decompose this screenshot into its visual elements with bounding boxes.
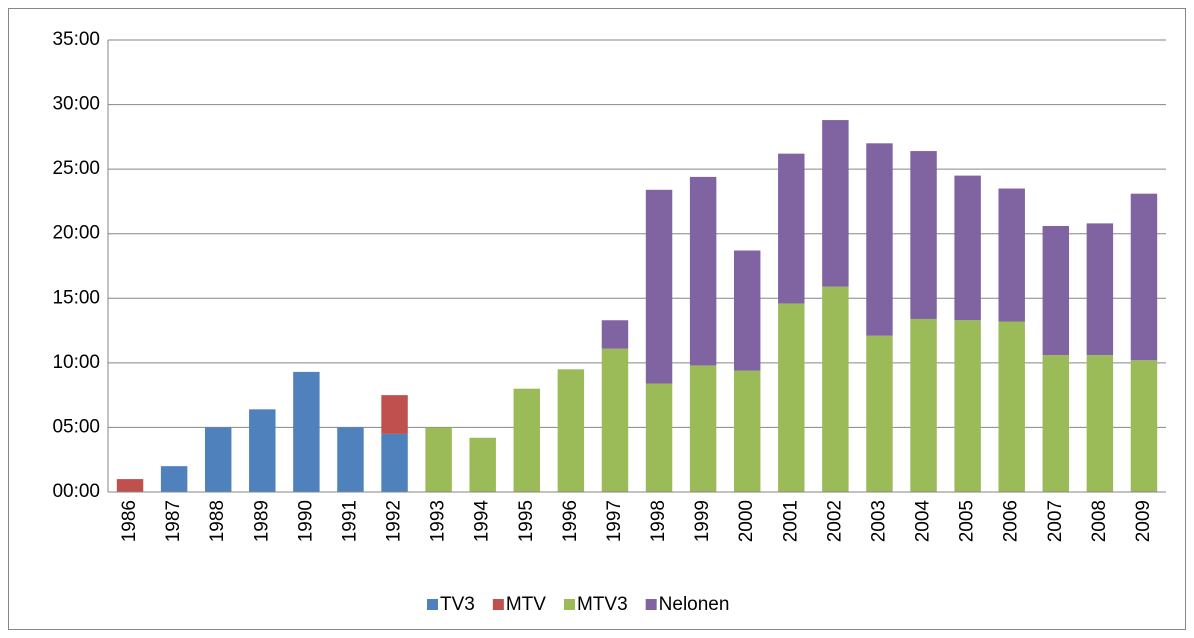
- x-tick-label: 2000: [736, 500, 757, 542]
- bar-segment: [910, 151, 937, 319]
- legend-swatch: [563, 599, 575, 610]
- bar-segment: [954, 175, 981, 321]
- x-tick-label: 1988: [207, 500, 228, 542]
- x-tick-label: 2009: [1133, 500, 1154, 542]
- bar-segment: [1130, 360, 1158, 492]
- x-tick-label: 1998: [648, 500, 669, 542]
- chart-border: [8, 8, 1186, 630]
- legend-label: Nelonen: [659, 594, 730, 615]
- bar-segment: [601, 320, 629, 349]
- x-tick-label: 1999: [692, 500, 713, 542]
- y-tick-label: 15:00: [52, 287, 100, 308]
- bar-segment: [557, 369, 585, 492]
- bar-segment: [778, 303, 805, 492]
- bar-segment: [1042, 225, 1070, 356]
- x-tick-label: 1993: [428, 500, 449, 542]
- x-tick-label: 2007: [1045, 500, 1066, 542]
- bar-segment: [116, 479, 144, 492]
- bar-segment: [998, 321, 1025, 492]
- bar-segment: [866, 335, 893, 492]
- bar-segment: [689, 176, 717, 366]
- y-tick-label: 05:00: [52, 416, 100, 437]
- x-tick-label: 1987: [163, 500, 184, 542]
- legend-label: MTV3: [577, 594, 628, 615]
- bar-segment: [1130, 193, 1158, 361]
- bar-segment: [645, 189, 673, 384]
- bar-segment: [733, 250, 761, 371]
- y-tick-label: 00:00: [52, 481, 100, 502]
- bar-segment: [954, 320, 981, 492]
- bar-segment: [513, 388, 541, 492]
- legend-swatch: [645, 599, 657, 610]
- bar-segment: [1086, 223, 1114, 356]
- y-tick-label: 30:00: [52, 94, 100, 115]
- y-tick-label: 20:00: [52, 223, 100, 244]
- x-tick-label: 2003: [868, 500, 889, 542]
- bar-segment: [733, 370, 761, 492]
- legend-swatch: [492, 599, 504, 610]
- x-tick-label: 1995: [516, 500, 537, 542]
- y-tick-label: 35:00: [52, 29, 100, 50]
- bar-segment: [689, 365, 717, 492]
- y-tick-label: 10:00: [52, 352, 100, 373]
- x-tick-label: 2001: [780, 500, 801, 542]
- bar-segment: [822, 286, 849, 492]
- bar-segment: [337, 427, 364, 492]
- bar-segment: [998, 188, 1025, 322]
- bar-segment: [204, 427, 232, 492]
- x-tick-label: 1990: [295, 500, 316, 542]
- bar-segment: [469, 437, 496, 492]
- x-tick-label: 2002: [824, 500, 845, 542]
- bar-segment: [160, 466, 188, 492]
- bar-segment: [910, 318, 937, 492]
- bar-segment: [1086, 355, 1114, 492]
- bar-segment: [249, 409, 276, 492]
- x-tick-label: 2004: [913, 500, 934, 543]
- y-tick-label: 25:00: [52, 158, 100, 179]
- bar-segment: [822, 120, 849, 287]
- bar-segment: [778, 153, 805, 304]
- x-tick-label: 1986: [119, 500, 140, 542]
- x-tick-label: 1992: [384, 500, 405, 542]
- bar-segment: [381, 433, 408, 492]
- x-tick-label: 2006: [1001, 500, 1022, 542]
- x-tick-label: 1994: [472, 500, 493, 543]
- x-tick-label: 1991: [339, 500, 360, 542]
- bar-segment: [425, 427, 452, 492]
- bar-segment: [645, 383, 673, 492]
- bar-segment: [601, 348, 629, 492]
- legend-label: TV3: [440, 594, 475, 615]
- bar-segment: [381, 395, 408, 434]
- x-tick-label: 1996: [560, 500, 581, 542]
- legend-label: MTV: [506, 594, 546, 615]
- x-tick-label: 2005: [957, 500, 978, 542]
- x-tick-label: 1997: [604, 500, 625, 542]
- bar-segment: [1042, 355, 1070, 492]
- bar-segment: [866, 143, 893, 336]
- legend-swatch: [427, 599, 438, 610]
- x-tick-label: 1989: [251, 500, 272, 542]
- x-tick-label: 2008: [1089, 500, 1110, 542]
- bar-segment: [293, 371, 320, 492]
